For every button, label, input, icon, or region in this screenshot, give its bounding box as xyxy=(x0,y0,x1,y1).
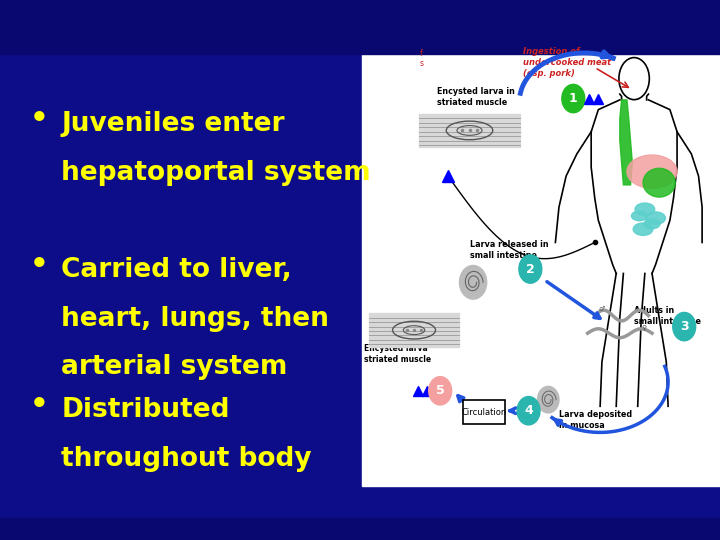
Circle shape xyxy=(519,255,541,283)
Text: (esp. pork): (esp. pork) xyxy=(523,70,575,78)
Circle shape xyxy=(672,313,696,341)
Text: 5: 5 xyxy=(436,384,444,397)
Ellipse shape xyxy=(633,223,653,235)
Text: f: f xyxy=(420,49,422,58)
Circle shape xyxy=(459,266,487,299)
Text: throughout body: throughout body xyxy=(61,446,312,472)
Text: Larva deposited: Larva deposited xyxy=(559,410,632,420)
Bar xyxy=(369,313,459,347)
Bar xyxy=(0,0,720,54)
Ellipse shape xyxy=(631,211,647,221)
Text: Juveniles enter: Juveniles enter xyxy=(61,111,284,137)
Bar xyxy=(362,43,720,486)
Polygon shape xyxy=(620,100,632,185)
Text: Encysted larva in: Encysted larva in xyxy=(437,87,516,96)
Text: Circulation: Circulation xyxy=(462,408,506,416)
Text: Distributed: Distributed xyxy=(61,397,230,423)
Text: arterial system: arterial system xyxy=(61,354,287,380)
Ellipse shape xyxy=(643,168,675,197)
Text: undercooked meat: undercooked meat xyxy=(523,58,611,68)
Text: striated muscle: striated muscle xyxy=(364,355,431,364)
Text: 3: 3 xyxy=(680,320,688,333)
Circle shape xyxy=(517,396,540,425)
Text: •: • xyxy=(30,391,49,419)
FancyBboxPatch shape xyxy=(463,400,505,423)
Circle shape xyxy=(538,387,559,413)
Text: s: s xyxy=(420,59,423,68)
Text: Larva released in: Larva released in xyxy=(469,240,548,249)
Bar xyxy=(0,518,720,540)
Circle shape xyxy=(428,376,451,405)
Text: Ingestion of: Ingestion of xyxy=(523,48,580,56)
Text: Adults in: Adults in xyxy=(634,306,675,315)
Circle shape xyxy=(562,84,585,113)
Ellipse shape xyxy=(627,155,677,188)
Text: in mucosa: in mucosa xyxy=(559,421,605,430)
Text: •: • xyxy=(30,105,49,133)
Text: heart, lungs, then: heart, lungs, then xyxy=(61,306,329,332)
Text: Carried to liver,: Carried to liver, xyxy=(61,257,292,283)
Ellipse shape xyxy=(644,219,660,229)
Text: 2: 2 xyxy=(526,262,535,275)
Text: ♀: ♀ xyxy=(642,324,647,330)
Text: striated muscle: striated muscle xyxy=(437,98,508,107)
Ellipse shape xyxy=(635,203,654,215)
Text: 1: 1 xyxy=(569,92,577,105)
Text: small intestine: small intestine xyxy=(634,318,701,326)
Text: hepatoportal system: hepatoportal system xyxy=(61,160,371,186)
Ellipse shape xyxy=(646,212,665,224)
Text: small intestine: small intestine xyxy=(469,251,536,260)
Text: Encysted larva: Encysted larva xyxy=(364,344,428,353)
Bar xyxy=(420,114,520,147)
Text: •: • xyxy=(30,251,49,279)
Text: 4: 4 xyxy=(524,404,533,417)
Text: ♂: ♂ xyxy=(598,306,605,312)
